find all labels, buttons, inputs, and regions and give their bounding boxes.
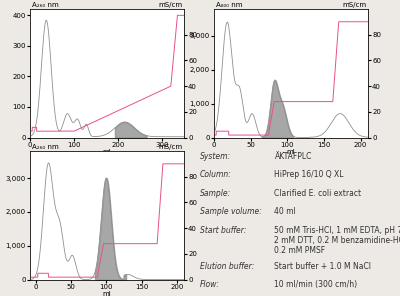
X-axis label: ml: ml [103, 149, 111, 155]
Text: Start buffer:: Start buffer: [200, 226, 246, 235]
Text: System:: System: [200, 152, 231, 161]
Text: ÄKTAFPLC: ÄKTAFPLC [274, 152, 312, 161]
Text: mS/cm: mS/cm [342, 1, 366, 8]
Text: A₂₆₀ nm: A₂₆₀ nm [32, 144, 58, 150]
Text: A₂₆₀ nm: A₂₆₀ nm [32, 1, 58, 8]
Text: Column:: Column: [200, 170, 232, 179]
X-axis label: ml: ml [287, 149, 295, 155]
Text: Flow:: Flow: [200, 280, 220, 289]
Text: 10 ml/min (300 cm/h): 10 ml/min (300 cm/h) [274, 280, 358, 289]
Text: mS/cm: mS/cm [158, 1, 182, 8]
Text: Start buffer + 1.0 M NaCl: Start buffer + 1.0 M NaCl [274, 262, 372, 271]
Text: mS/cm: mS/cm [158, 144, 182, 150]
Text: 50 mM Tris-HCl, 1 mM EDTA, pH 7.5;
2 mM DTT, 0.2 M benzamidine-HCL,
0.2 mM PMSF: 50 mM Tris-HCl, 1 mM EDTA, pH 7.5; 2 mM … [274, 226, 400, 255]
Text: 40 ml: 40 ml [274, 207, 296, 216]
Text: Sample:: Sample: [200, 189, 231, 198]
Text: HiPrep 16/10 Q XL: HiPrep 16/10 Q XL [274, 170, 344, 179]
Text: Clarified E. coli extract: Clarified E. coli extract [274, 189, 362, 198]
X-axis label: ml: ml [103, 291, 111, 296]
Text: Elution buffer:: Elution buffer: [200, 262, 254, 271]
Text: A₈₀₀ nm: A₈₀₀ nm [216, 1, 242, 8]
Text: Sample volume:: Sample volume: [200, 207, 262, 216]
